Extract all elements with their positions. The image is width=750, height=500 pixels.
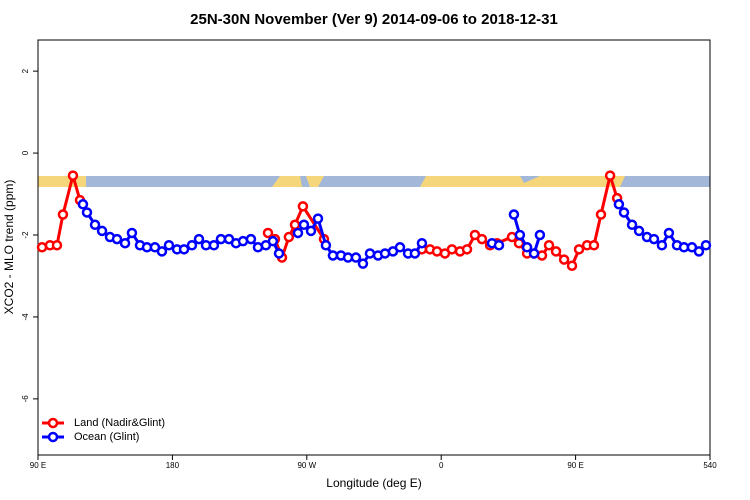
data-point bbox=[357, 258, 369, 269]
data-point bbox=[283, 231, 295, 243]
data-point bbox=[613, 199, 625, 210]
data-point bbox=[550, 246, 562, 257]
data-point bbox=[521, 242, 533, 253]
data-point bbox=[320, 239, 332, 251]
y-tick-label: -4 bbox=[21, 313, 30, 321]
x-tick-label: 90 E bbox=[30, 461, 46, 470]
legend-marker bbox=[47, 431, 59, 443]
data-point bbox=[208, 239, 220, 251]
data-point bbox=[156, 246, 168, 257]
data-point bbox=[297, 201, 309, 212]
x-tick-label: 180 bbox=[166, 461, 180, 470]
x-axis-label: Longitude (deg E) bbox=[326, 476, 421, 490]
data-point bbox=[273, 248, 285, 259]
y-axis-label: XCO2 - MLO trend (ppm) bbox=[2, 180, 16, 315]
data-point bbox=[327, 250, 339, 261]
legend-label: Ocean (Glint) bbox=[74, 431, 139, 443]
data-point bbox=[633, 225, 645, 237]
data-point bbox=[626, 219, 638, 231]
chart-title: 25N-30N November (Ver 9) 2014-09-06 to 2… bbox=[190, 11, 558, 28]
data-point bbox=[350, 252, 362, 263]
data-point bbox=[493, 239, 505, 251]
data-point bbox=[394, 242, 406, 253]
data-point bbox=[604, 170, 616, 181]
data-point bbox=[245, 233, 257, 245]
legend: Land (Nadir&Glint) Ocean (Glint) bbox=[42, 417, 165, 443]
x-tick-label: 0 bbox=[439, 461, 444, 470]
data-point bbox=[51, 239, 63, 251]
data-point bbox=[409, 248, 421, 259]
data-point bbox=[312, 213, 324, 224]
data-point bbox=[111, 233, 123, 245]
data-point bbox=[298, 219, 310, 231]
data-point bbox=[693, 246, 705, 257]
data-point bbox=[543, 239, 555, 251]
data-point bbox=[267, 235, 279, 247]
x-tick-label: 90 E bbox=[567, 461, 583, 470]
data-point bbox=[215, 233, 227, 245]
y-tick-label: 2 bbox=[21, 68, 30, 73]
data-point bbox=[446, 244, 458, 255]
data-point bbox=[126, 227, 138, 239]
data-point bbox=[178, 244, 190, 255]
data-point bbox=[364, 248, 376, 259]
data-point bbox=[67, 170, 79, 181]
land-ocean-strip bbox=[38, 176, 710, 187]
data-point bbox=[534, 229, 546, 241]
data-point bbox=[558, 254, 570, 265]
y-tick-label: -2 bbox=[21, 231, 30, 239]
data-point bbox=[186, 239, 198, 251]
data-point bbox=[573, 244, 585, 255]
legend-marker bbox=[47, 417, 59, 429]
data-point bbox=[57, 209, 69, 220]
data-point bbox=[566, 260, 578, 271]
data-point bbox=[595, 209, 607, 220]
data-point bbox=[528, 248, 540, 259]
data-point bbox=[588, 239, 600, 251]
data-point bbox=[262, 227, 274, 239]
data-point bbox=[77, 199, 89, 210]
y-tick-label: 0 bbox=[21, 150, 30, 155]
data-point bbox=[163, 239, 175, 251]
y-tick-label: -6 bbox=[21, 395, 30, 403]
data-point bbox=[193, 233, 205, 245]
data-point bbox=[89, 219, 101, 231]
data-point bbox=[81, 207, 93, 218]
data-point bbox=[514, 229, 526, 241]
data-point bbox=[663, 227, 675, 239]
data-point bbox=[119, 237, 131, 249]
data-point bbox=[476, 233, 488, 245]
data-point bbox=[305, 225, 317, 237]
data-point bbox=[508, 209, 520, 220]
x-tick-label: 540 bbox=[703, 461, 717, 470]
data-point bbox=[96, 225, 108, 237]
data-point bbox=[416, 237, 428, 249]
data-point bbox=[618, 207, 630, 218]
legend-label: Land (Nadir&Glint) bbox=[74, 417, 165, 429]
x-tick-label: 90 W bbox=[297, 461, 316, 470]
data-point bbox=[292, 227, 304, 239]
data-point bbox=[656, 239, 668, 251]
data-point bbox=[289, 219, 301, 231]
data-point bbox=[461, 244, 473, 255]
data-point bbox=[648, 233, 660, 245]
data-point bbox=[700, 239, 712, 251]
